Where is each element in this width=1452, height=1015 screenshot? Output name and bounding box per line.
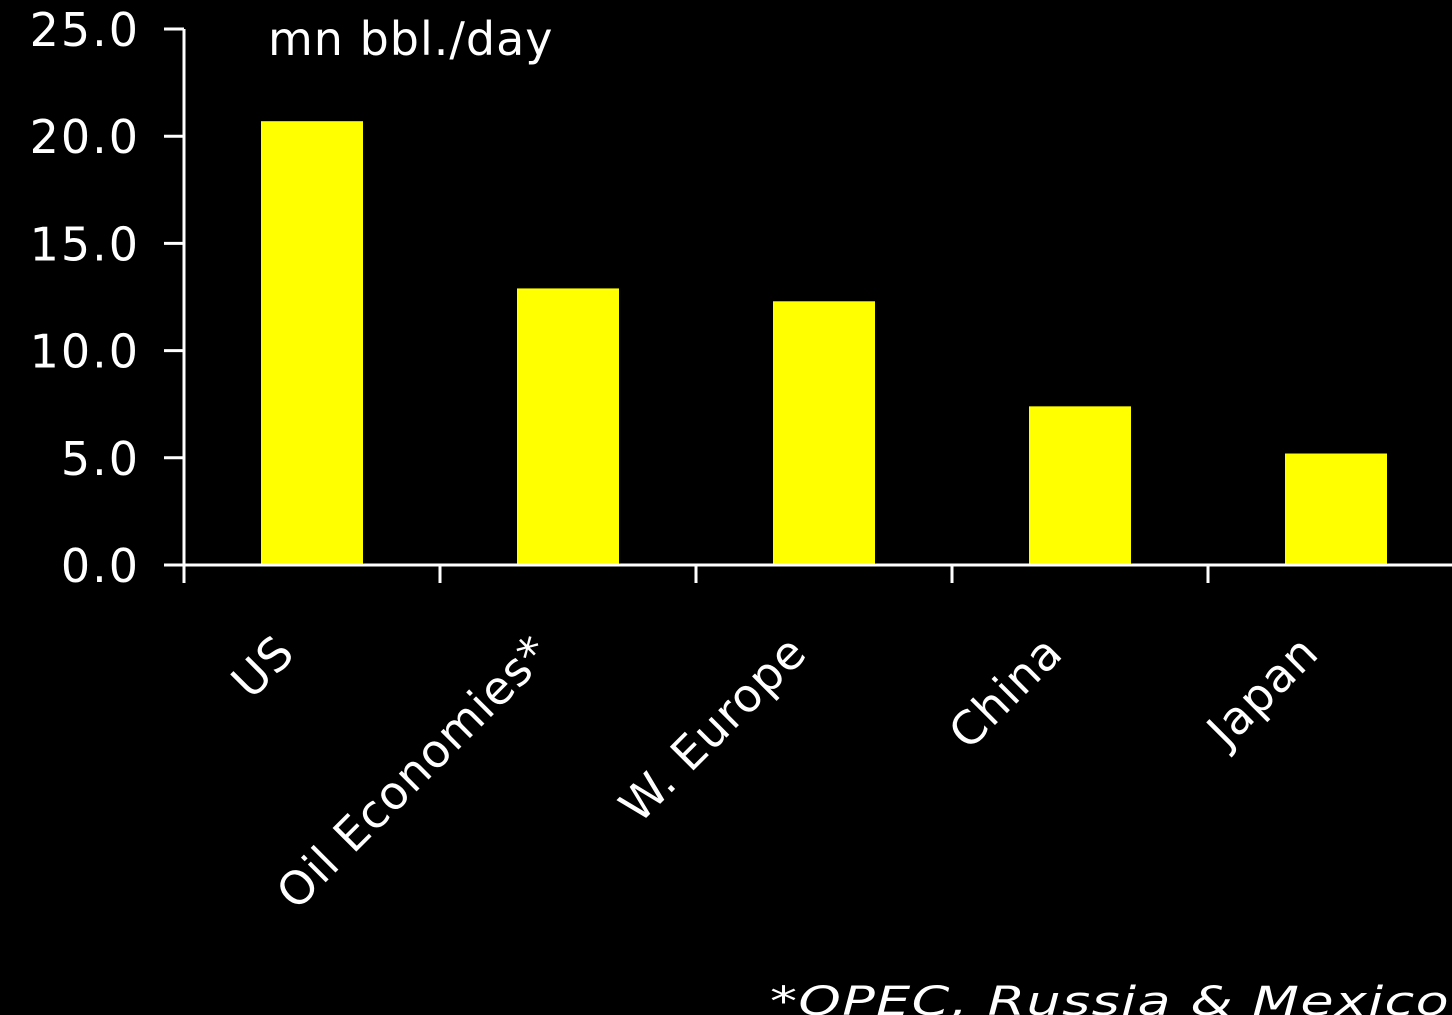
x-tick-label: US — [221, 625, 305, 709]
bar-japan — [1285, 453, 1387, 565]
y-tick-label: 25.0 — [30, 3, 140, 57]
x-tick-label: China — [938, 625, 1073, 760]
x-tick-label: W. Europe — [609, 625, 817, 833]
footnote: *OPEC, Russia & Mexico — [770, 979, 1450, 1015]
y-tick-label: 15.0 — [30, 217, 140, 271]
bar-china — [1029, 406, 1131, 565]
y-tick-label: 0.0 — [61, 539, 140, 593]
bar-us — [261, 121, 363, 565]
y-axis-unit-label: mn bbl./day — [268, 12, 554, 66]
bars-group — [261, 121, 1387, 565]
y-tick-label: 20.0 — [30, 110, 140, 164]
bar-w-europe — [773, 301, 875, 565]
y-ticks-group: 0.0 5.0 10.0 15.0 20.0 25.0 — [30, 3, 184, 593]
y-tick-label: 5.0 — [61, 432, 140, 486]
bar-oil-economies — [517, 288, 619, 565]
axes-group — [182, 29, 1452, 567]
y-tick-label: 10.0 — [30, 325, 140, 379]
x-tick-label: Japan — [1194, 625, 1329, 760]
x-tick-label: Oil Economies* — [266, 625, 561, 920]
